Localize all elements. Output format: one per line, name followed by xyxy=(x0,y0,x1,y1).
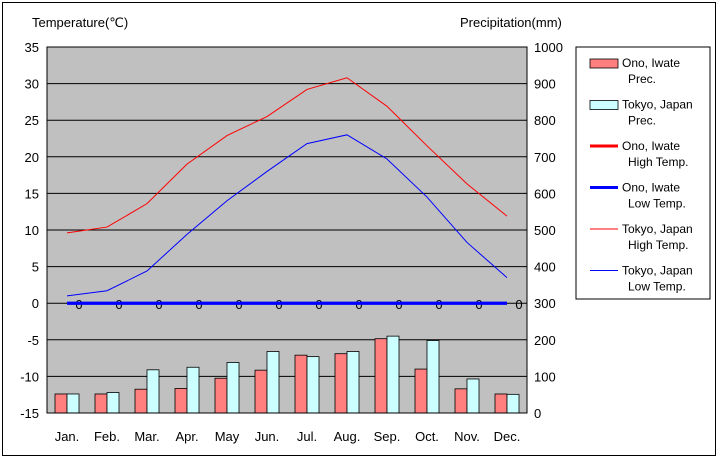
bar-ono-prec xyxy=(214,377,228,414)
legend-label: Low Temp. xyxy=(628,280,686,294)
right-axis-title: Precipitation(mm) xyxy=(460,15,562,30)
left-tick-label: 15 xyxy=(25,186,39,201)
bar-ono-prec xyxy=(374,338,388,414)
left-tick-label: 35 xyxy=(25,40,39,55)
chart-frame xyxy=(2,2,716,456)
left-tick-label: 20 xyxy=(25,150,39,165)
legend-label: Prec. xyxy=(628,72,656,86)
right-tick-label: 300 xyxy=(534,296,556,311)
data-label: 0 xyxy=(515,297,522,312)
left-tick-label: -5 xyxy=(27,333,39,348)
left-tick-label: 5 xyxy=(32,260,39,275)
right-tick-label: 900 xyxy=(534,77,556,92)
bar-ono-prec xyxy=(334,353,348,414)
left-tick-label: 25 xyxy=(25,113,39,128)
bar-ono-prec xyxy=(494,393,508,414)
bar-tokyo-prec xyxy=(306,356,320,414)
right-tick-label: 800 xyxy=(534,113,556,128)
right-tick-label: 100 xyxy=(534,369,556,384)
bar-ono-prec xyxy=(174,388,188,414)
legend-label: Ono, Iwate xyxy=(622,181,680,195)
plot-border xyxy=(46,46,528,414)
right-tick-label: 0 xyxy=(534,406,541,421)
left-axis-title: Temperature(℃) xyxy=(32,15,128,30)
right-tick-label: 1000 xyxy=(534,40,563,55)
left-tick-label: 10 xyxy=(25,223,39,238)
legend-label: High Temp. xyxy=(628,155,688,169)
left-tick-label: 30 xyxy=(25,77,39,92)
legend-label: Tokyo, Japan xyxy=(622,264,693,278)
left-tick-label: 0 xyxy=(32,296,39,311)
bar-tokyo-prec xyxy=(226,362,240,414)
bar-tokyo-prec xyxy=(146,369,160,414)
bar-ono-prec xyxy=(54,393,68,414)
bar-ono-prec xyxy=(454,388,468,414)
right-tick-label: 600 xyxy=(534,186,556,201)
bar-tokyo-prec xyxy=(186,366,200,414)
bar-tokyo-prec xyxy=(66,393,80,414)
bar-tokyo-prec xyxy=(426,340,440,414)
x-tick-label: Apr. xyxy=(175,429,198,444)
bar-ono-prec xyxy=(254,369,268,414)
bar-ono-prec xyxy=(94,393,108,414)
right-tick-label: 700 xyxy=(534,150,556,165)
bar-ono-prec xyxy=(294,354,308,414)
bar-tokyo-prec xyxy=(266,351,280,414)
x-tick-label: Oct. xyxy=(415,429,439,444)
x-tick-label: May xyxy=(215,429,240,444)
x-tick-label: Sep. xyxy=(374,429,401,444)
left-tick-label: -10 xyxy=(20,369,39,384)
bar-tokyo-prec xyxy=(506,393,520,414)
bar-tokyo-prec xyxy=(386,335,400,414)
right-tick-label: 500 xyxy=(534,223,556,238)
x-tick-label: Nov. xyxy=(454,429,480,444)
legend-label: Low Temp. xyxy=(628,197,686,211)
bar-tokyo-prec xyxy=(466,378,480,414)
legend-label: High Temp. xyxy=(628,238,688,252)
series-line-3 xyxy=(66,134,508,297)
right-tick-label: 400 xyxy=(534,260,556,275)
x-tick-label: Jun. xyxy=(255,429,280,444)
bar-tokyo-prec xyxy=(106,392,120,414)
right-tick-label: 200 xyxy=(534,333,556,348)
series-line-2 xyxy=(66,77,508,234)
legend-swatch xyxy=(589,58,619,69)
legend-label: Tokyo, Japan xyxy=(622,222,693,236)
left-tick-label: -15 xyxy=(20,406,39,421)
x-tick-label: Mar. xyxy=(134,429,159,444)
legend-label: Ono, Iwate xyxy=(622,139,680,153)
legend-label: Prec. xyxy=(628,114,656,128)
x-tick-label: Jan. xyxy=(55,429,80,444)
x-tick-label: Feb. xyxy=(94,429,120,444)
bar-ono-prec xyxy=(414,368,428,414)
x-tick-label: Dec. xyxy=(494,429,521,444)
bar-tokyo-prec xyxy=(346,351,360,414)
legend-box xyxy=(575,46,711,300)
legend-label: Tokyo, Japan xyxy=(622,98,693,112)
x-tick-label: Jul. xyxy=(297,429,317,444)
legend-label: Ono, Iwate xyxy=(622,56,680,70)
legend-swatch xyxy=(589,100,619,110)
x-tick-label: Aug. xyxy=(334,429,361,444)
bar-ono-prec xyxy=(134,388,148,414)
